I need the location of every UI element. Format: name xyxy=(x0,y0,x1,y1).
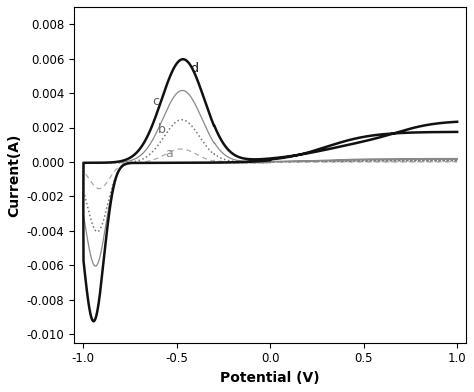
Text: b: b xyxy=(158,123,166,136)
Text: c: c xyxy=(153,95,159,108)
X-axis label: Potential (V): Potential (V) xyxy=(220,371,320,385)
Text: a: a xyxy=(165,147,173,160)
Text: d: d xyxy=(190,62,198,75)
Y-axis label: Current(A): Current(A) xyxy=(7,133,21,216)
